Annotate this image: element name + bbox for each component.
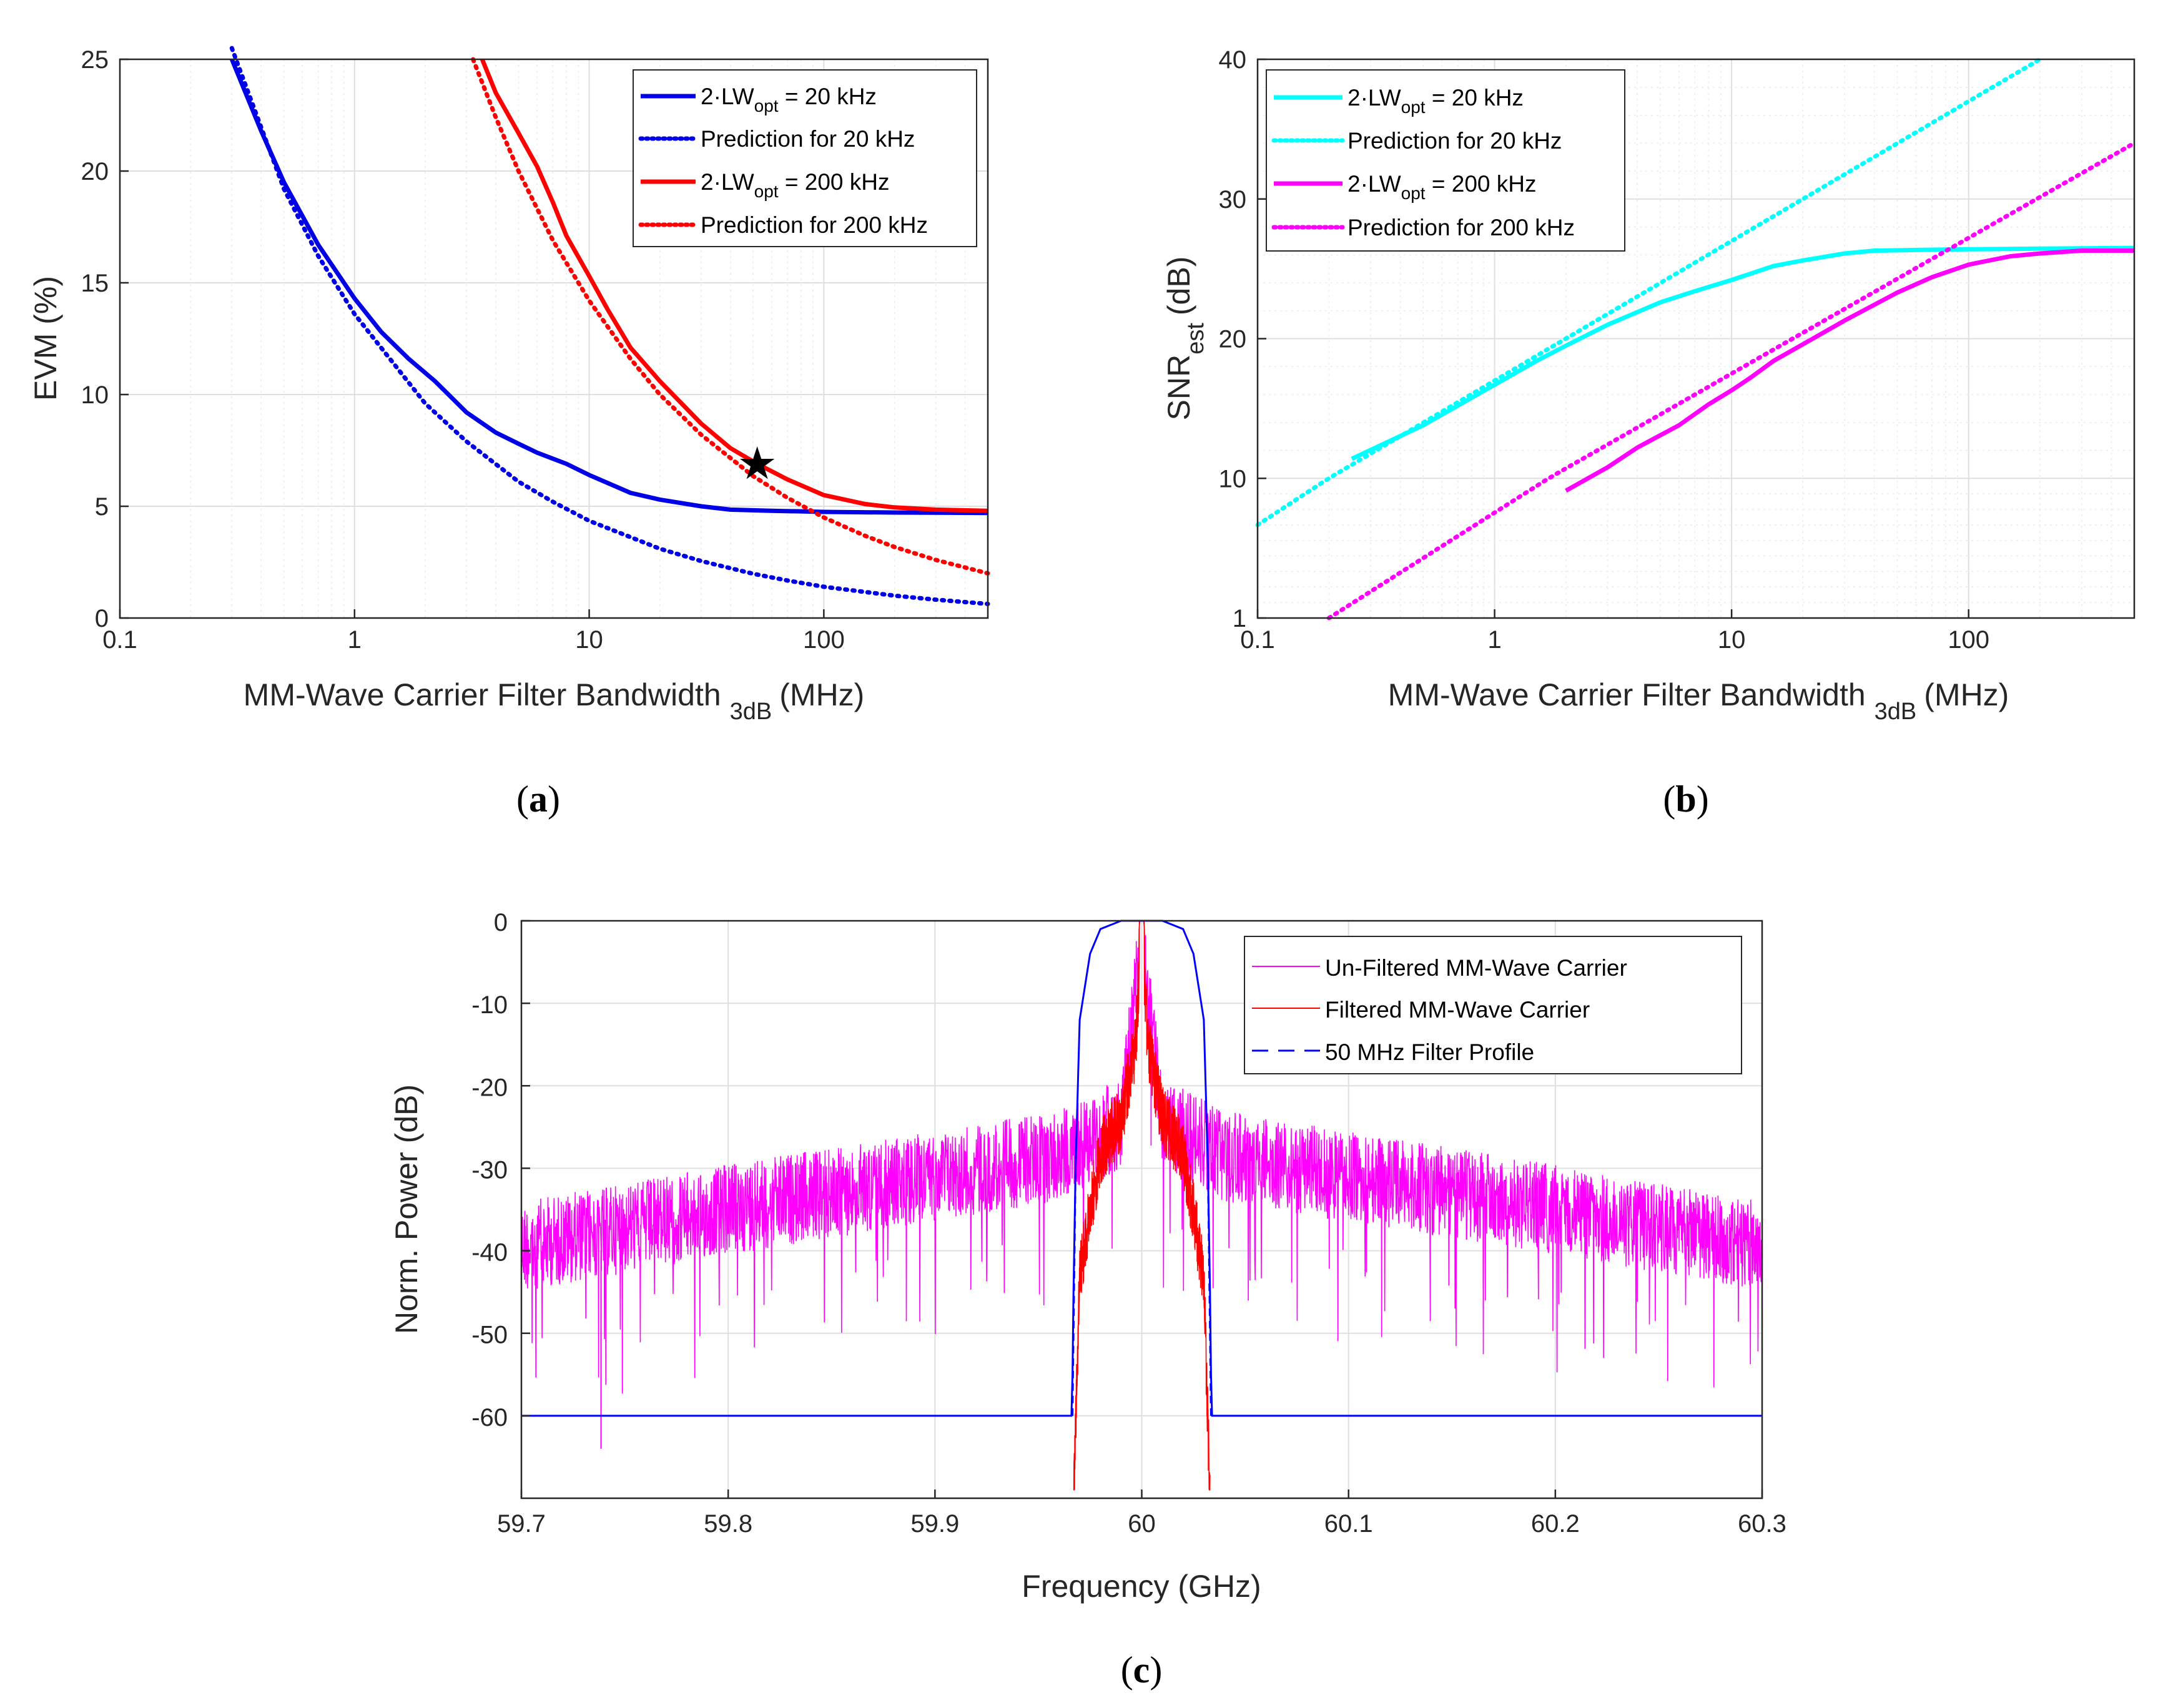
x-tick-label-c: 60	[1128, 1510, 1156, 1538]
x-tick-label-a: 1	[348, 626, 362, 654]
panel-a: 0.1 1 10 100 0 5 10 15 20 25 ★ 2·LWopt = 20 kHz P…	[28, 46, 990, 820]
x-tick-label-c: 59.8	[704, 1510, 752, 1538]
x-tick-label-a: 100	[803, 626, 845, 654]
series-line-a-1	[229, 46, 990, 606]
y-tick-label-c: -50	[471, 1322, 508, 1349]
y-tick-label-c: -60	[471, 1404, 508, 1431]
y-tick-label-a: 25	[81, 46, 109, 74]
caption-b: (b)	[1663, 778, 1708, 820]
panel-c: 59.7 59.8 59.9 60 60.1 60.2 60.3 0 -10 -20 -30 -40 -…	[389, 909, 1786, 1691]
legend-box-a	[633, 69, 977, 247]
y-tick-label-a: 15	[81, 270, 109, 297]
x-tick-label-b: 0.1	[1240, 626, 1275, 654]
x-axis-label-c: Frequency (GHz)	[1022, 1569, 1261, 1604]
x-tick-label-b: 1	[1487, 626, 1501, 654]
series-c-2-edge-right	[1206, 1168, 1212, 1416]
legend-label-c-2: 50 MHz Filter Profile	[1325, 1039, 1534, 1065]
legend-c: Un-Filtered MM-Wave Carrier Filtered MM-…	[1244, 936, 1742, 1074]
y-tick-label-a: 10	[81, 381, 109, 409]
ticks-c: 59.7 59.8 59.9 60 60.1 60.2 60.3 0 -10 -20 -30 -40 -…	[471, 909, 1786, 1538]
legend-a: 2·LWopt = 20 kHz Prediction for 20 kHz 2…	[633, 69, 977, 247]
legend-label-b-3: Prediction for 200 kHz	[1348, 215, 1575, 240]
x-tick-label-c: 59.7	[497, 1510, 546, 1538]
legend-label-a-2: 2·LWopt = 200 kHz	[701, 169, 890, 201]
series-line-b-1	[1255, 57, 2042, 528]
caption-c: (c)	[1121, 1649, 1163, 1691]
legend-label-c-0: Un-Filtered MM-Wave Carrier	[1325, 955, 1627, 981]
y-tick-label-c: 0	[494, 909, 508, 936]
star-marker: ★	[737, 437, 777, 489]
y-tick-label-c: -20	[471, 1074, 508, 1101]
legend-label-c-1: Filtered MM-Wave Carrier	[1325, 997, 1590, 1023]
legend-b: 2·LWopt = 20 kHz Prediction for 20 kHz 2…	[1266, 69, 1625, 252]
x-axis-label-a: MM-Wave Carrier Filter Bandwidth 3dB (MHz)	[244, 677, 865, 725]
y-tick-label-b: 20	[1219, 326, 1247, 353]
x-axis-label-b: MM-Wave Carrier Filter Bandwidth 3dB (MHz)	[1388, 677, 2009, 725]
series-line-b-0	[1351, 245, 2135, 461]
legend-box-b	[1266, 69, 1625, 252]
legend-label-a-1: Prediction for 20 kHz	[701, 126, 915, 152]
x-tick-label-b: 10	[1718, 626, 1746, 654]
y-axis-label-c: Norm. Power (dB)	[389, 1084, 424, 1334]
x-tick-label-a: 0.1	[102, 626, 137, 654]
axes-box-a	[119, 58, 989, 619]
series-b	[1255, 57, 2137, 621]
series-a	[229, 46, 990, 606]
caption-a: (a)	[516, 778, 560, 820]
y-tick-label-b: 30	[1219, 186, 1247, 214]
y-axis-label-b: SNRest(dB)	[1161, 257, 1209, 421]
series-c-2-edge-left	[1072, 1168, 1077, 1416]
y-tick-label-b: 40	[1219, 46, 1247, 74]
x-tick-label-a: 10	[575, 626, 603, 654]
y-tick-label-b: 1	[1233, 605, 1246, 632]
series-line-b-3	[1326, 140, 2137, 621]
x-tick-label-c: 60.2	[1531, 1510, 1580, 1538]
x-tick-label-c: 60.1	[1324, 1510, 1373, 1538]
y-tick-label-c: -30	[471, 1156, 508, 1184]
series-line-a-2	[480, 58, 988, 513]
y-tick-label-c: -40	[471, 1239, 508, 1267]
legend-label-b-0: 2·LWopt = 20 kHz	[1348, 85, 1524, 117]
x-tick-label-c: 59.9	[910, 1510, 959, 1538]
legend-label-a-0: 2·LWopt = 20 kHz	[701, 84, 877, 115]
x-tick-label-b: 100	[1948, 626, 1989, 654]
x-tick-label-c: 60.3	[1738, 1510, 1786, 1538]
y-axis-label-a: EVM (%)	[28, 276, 63, 401]
y-tick-label-c: -10	[471, 991, 508, 1019]
series-line-a-3	[471, 57, 990, 576]
legend-box-c	[1244, 936, 1742, 1074]
legend-label-a-3: Prediction for 200 kHz	[701, 212, 928, 238]
series-line-b-2	[1565, 248, 2134, 493]
y-tick-label-a: 5	[95, 493, 109, 521]
legend-label-b-1: Prediction for 20 kHz	[1348, 128, 1562, 154]
legend-label-b-2: 2·LWopt = 200 kHz	[1348, 171, 1537, 203]
series-line-a-0	[230, 58, 988, 516]
y-tick-label-a: 20	[81, 158, 109, 185]
y-tick-label-a: 0	[95, 605, 109, 632]
y-tick-label-b: 10	[1219, 465, 1247, 493]
ticks-a: 0.1 1 10 100 0 5 10 15 20 25	[81, 46, 845, 654]
